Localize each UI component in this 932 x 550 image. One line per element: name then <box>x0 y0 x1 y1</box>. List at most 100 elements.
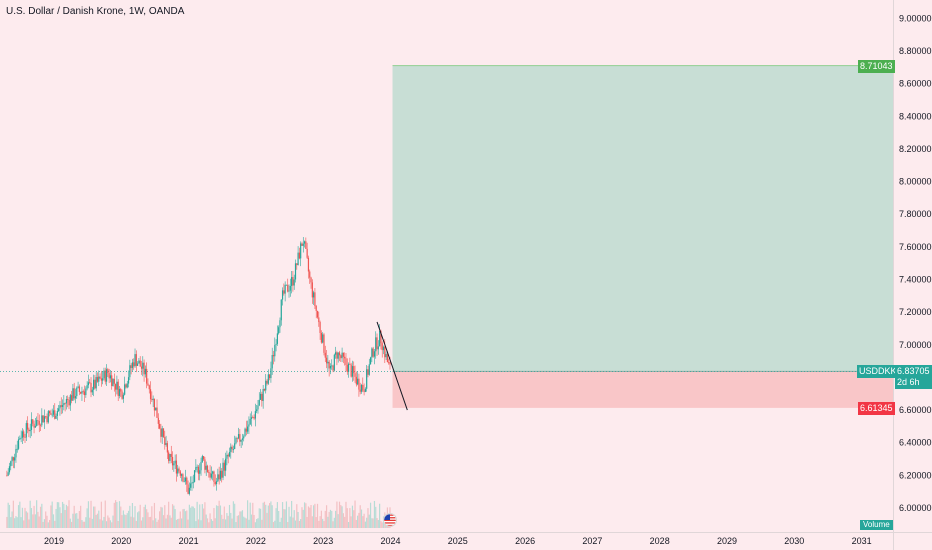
candle-body <box>32 419 34 424</box>
candle-body <box>364 388 366 392</box>
volume-bar <box>342 513 344 528</box>
candle-body <box>377 346 379 350</box>
price-tick-label: 6.60000 <box>899 405 932 415</box>
candle-body <box>276 333 278 344</box>
candle-body <box>380 331 382 344</box>
volume-bar <box>90 500 92 528</box>
candle-body <box>287 284 289 292</box>
volume-bar <box>24 507 26 528</box>
candle-body <box>182 474 184 482</box>
volume-bar <box>81 520 83 528</box>
candle-body <box>197 466 200 474</box>
volume-bar <box>239 511 241 528</box>
candle-body <box>113 378 115 384</box>
time-tick-label: 2027 <box>582 536 602 546</box>
stop-loss-price-tag[interactable]: 6.61345 <box>858 401 895 415</box>
volume-bar <box>74 513 77 528</box>
volume-bar <box>247 500 249 528</box>
volume-bar <box>122 510 124 528</box>
candle-body <box>17 439 20 449</box>
volume-bar <box>208 522 210 528</box>
volume-bar <box>7 502 9 528</box>
volume-bar <box>15 516 17 528</box>
volume-bar <box>354 500 356 528</box>
candle-body <box>210 473 212 478</box>
candle-body <box>313 292 315 298</box>
volume-bar <box>231 518 233 528</box>
take-profit-price-tag[interactable]: 8.71043 <box>858 59 895 73</box>
candle-body <box>203 456 205 460</box>
volume-bar <box>319 516 321 528</box>
candle-body <box>327 361 329 364</box>
volume-bar <box>34 514 36 528</box>
volume-bar <box>245 518 247 528</box>
candle-body <box>337 352 339 359</box>
time-tick-label: 2024 <box>380 536 400 546</box>
volume-bar <box>346 508 348 528</box>
candle-body <box>184 477 187 482</box>
candle-body <box>296 263 298 266</box>
volume-bar <box>10 517 12 528</box>
volume-bar <box>359 505 361 528</box>
candle-body <box>218 474 220 480</box>
volume-bar <box>206 518 209 528</box>
candle-body <box>178 468 180 472</box>
candle-body <box>165 443 167 445</box>
price-tick-label: 8.80000 <box>899 46 932 56</box>
volume-bar <box>250 514 253 528</box>
volume-bar <box>353 510 355 528</box>
volume-bar <box>212 520 214 528</box>
volume-bar <box>236 515 238 528</box>
candle-body <box>265 380 267 391</box>
volume-bar <box>144 504 146 528</box>
candle-body <box>160 428 162 437</box>
candle-body <box>283 290 285 294</box>
candle-body <box>344 356 346 359</box>
volume-bar <box>130 516 132 528</box>
volume-bar <box>137 512 139 528</box>
volume-badge[interactable]: Volume <box>860 520 893 530</box>
volume-bar <box>37 511 39 528</box>
volume-bar <box>367 508 369 528</box>
volume-bar <box>318 520 320 528</box>
volume-bar <box>350 516 352 528</box>
candle-body <box>72 388 74 401</box>
volume-bar <box>93 506 95 528</box>
candle-body <box>340 355 342 359</box>
volume-bar <box>187 519 189 528</box>
candle-body <box>389 362 391 365</box>
candle-body <box>373 351 376 357</box>
volume-bar <box>249 502 251 528</box>
candle-body <box>139 360 141 367</box>
candle-body <box>386 353 388 363</box>
candle-body <box>100 378 102 381</box>
volume-bar <box>186 510 188 528</box>
candle-body <box>205 465 207 470</box>
volume-bar <box>156 521 158 528</box>
volume-bar <box>369 502 372 528</box>
candle-body <box>187 484 189 494</box>
candle-body <box>271 355 273 369</box>
volume-bar <box>305 503 307 528</box>
candle-body <box>263 389 266 391</box>
profit-zone <box>392 65 893 372</box>
us-flag-event-icon[interactable] <box>383 513 397 527</box>
volume-bar <box>170 517 172 528</box>
candle-body <box>358 378 360 390</box>
candle-body <box>196 466 198 468</box>
volume-bar <box>165 518 167 528</box>
candle-body <box>301 243 303 246</box>
candle-body <box>267 374 269 384</box>
candle-body <box>388 362 390 363</box>
volume-bar <box>147 512 149 528</box>
candle-body <box>149 389 152 400</box>
candle-body <box>294 263 297 280</box>
candle-body <box>368 364 370 375</box>
volume-bar <box>225 519 227 528</box>
candle-body <box>311 282 313 298</box>
candle-body <box>385 353 387 358</box>
price-tick-label: 6.20000 <box>899 470 932 480</box>
candle-body <box>60 405 62 407</box>
